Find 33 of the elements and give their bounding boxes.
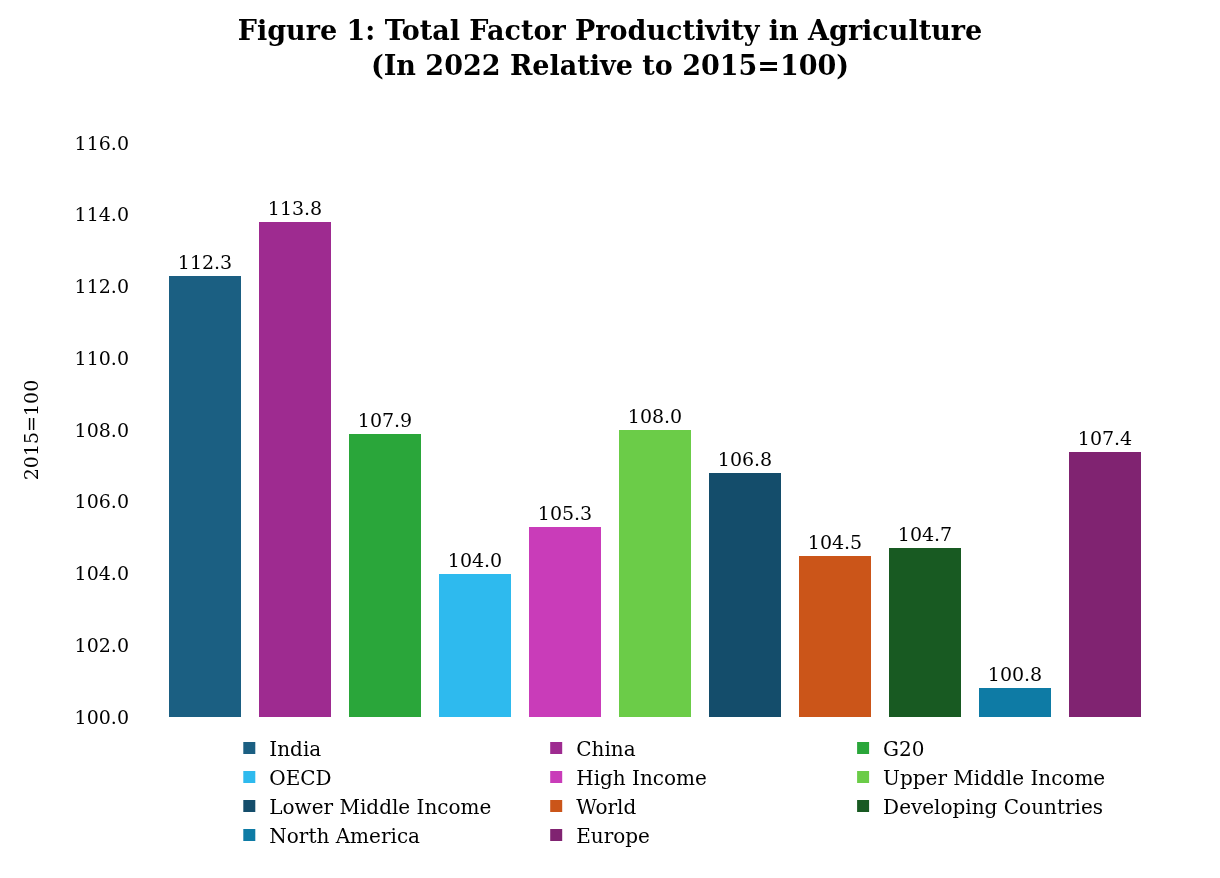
legend-label: World	[576, 794, 637, 819]
data-label: 107.9	[357, 408, 413, 431]
data-label: 107.4	[1077, 426, 1133, 449]
y-tick-label: 104.0	[74, 562, 129, 585]
legend-label: Lower Middle Income	[269, 794, 492, 819]
data-label: 112.3	[177, 250, 233, 273]
legend-label: India	[269, 736, 322, 761]
chart-title: Figure 1: Total Factor Productivity in Agriculture (In 2022 Relative to 2015=100)	[237, 14, 983, 81]
legend-label: OECD	[269, 765, 332, 790]
legend-label: China	[576, 736, 636, 761]
data-label: 104.5	[807, 530, 863, 553]
legend-label: High Income	[576, 765, 707, 790]
legend-label: Europe	[576, 823, 650, 848]
y-tick-label: 102.0	[74, 633, 129, 656]
legend-label: Upper Middle Income	[883, 765, 1106, 790]
data-label: 105.3	[537, 501, 593, 524]
y-tick-label: 110.0	[74, 346, 129, 369]
y-axis-title: 2015=100	[20, 379, 43, 481]
y-tick-label: 112.0	[74, 275, 129, 298]
y-tick-label: 108.0	[74, 418, 129, 441]
data-label: 108.0	[627, 405, 683, 427]
data-label: 104.7	[897, 523, 953, 546]
y-tick-label: 116.0	[74, 131, 129, 154]
legend-label: G20	[883, 736, 925, 761]
data-label: 113.8	[267, 196, 323, 219]
y-tick-label: 100.0	[74, 705, 129, 728]
data-label: 106.8	[717, 448, 773, 471]
data-label: 104.0	[447, 548, 503, 571]
data-label: 100.8	[987, 663, 1043, 686]
y-tick-label: 106.0	[74, 490, 129, 513]
legend-label: North America	[269, 823, 421, 848]
y-tick-label: 114.0	[74, 203, 129, 226]
legend-label: Developing Countries	[883, 794, 1103, 819]
